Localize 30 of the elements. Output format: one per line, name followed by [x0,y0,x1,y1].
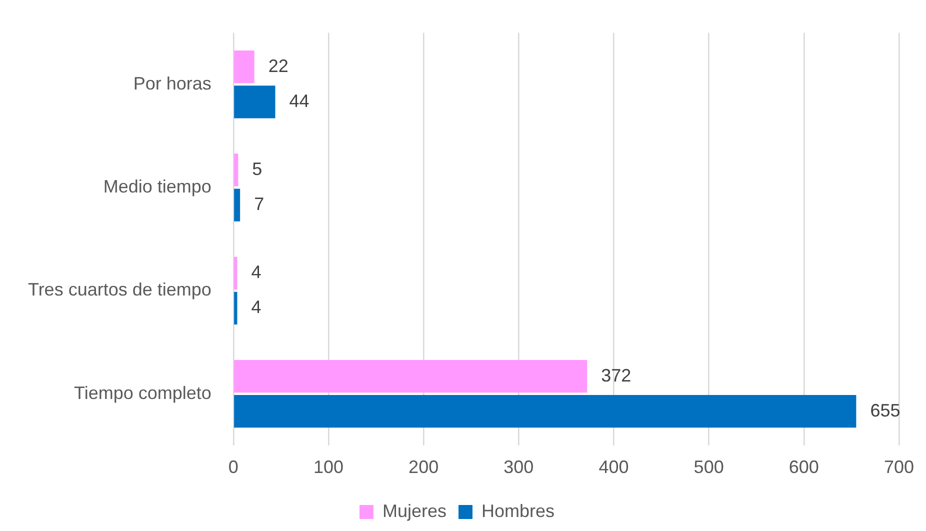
bar [234,360,588,393]
y-tick-label: Medio tiempo [103,176,212,196]
x-tick-label: 600 [788,457,819,478]
legend-label: Hombres [482,500,555,521]
x-tick-label: 700 [884,457,914,478]
bar [234,154,238,186]
bar [234,86,276,118]
bar [234,50,254,84]
x-tick-label: 500 [694,457,724,478]
legend-label: Mujeres [382,500,447,521]
bar [234,395,856,428]
bar [234,256,238,290]
data-label: 655 [870,400,900,420]
x-tick-label: 300 [504,457,534,478]
x-tick-label: 0 [228,457,238,478]
bar [234,188,240,222]
data-label: 7 [254,194,264,214]
y-tick-label: Por horas [133,73,212,94]
bar [234,292,238,325]
data-label: 372 [601,365,632,386]
x-tick-label: 100 [313,457,344,478]
data-label: 44 [289,90,310,111]
y-tick-label: Tres cuartos de tiempo [28,280,212,300]
data-label: 4 [251,297,262,318]
y-tick-label: Tiempo completo [74,382,212,403]
data-label: 4 [251,262,262,282]
data-label: 5 [252,158,262,179]
x-tick-label: 400 [598,457,629,478]
data-label: 22 [268,56,288,76]
x-tick-label: 200 [408,457,439,478]
